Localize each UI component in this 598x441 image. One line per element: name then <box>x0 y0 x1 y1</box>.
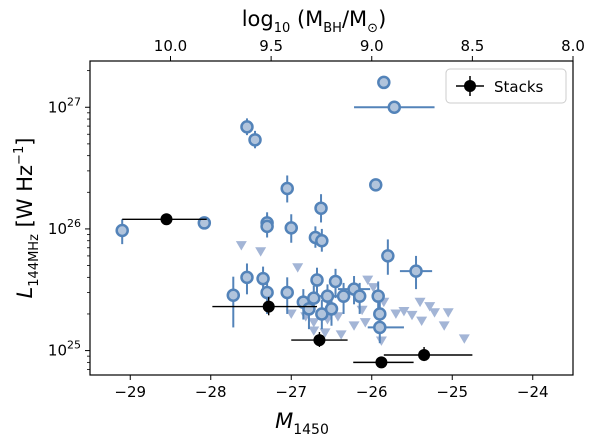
upper-limit-marker <box>332 312 344 322</box>
x-axis-label-sub: 1450 <box>293 422 329 438</box>
x-tick-label: −24 <box>517 383 549 401</box>
detection-marker <box>226 288 241 302</box>
detection-marker <box>302 302 316 316</box>
y-axis-label-main: L <box>13 287 37 299</box>
detection-marker <box>320 289 335 303</box>
upper-limit-marker <box>416 316 428 326</box>
upper-limit-marker <box>359 318 371 328</box>
upper-limit-marker <box>362 275 374 285</box>
upper-limit-marker <box>406 310 418 321</box>
detection-marker <box>310 273 324 287</box>
plot-area <box>115 75 473 369</box>
top-tick-label: 9.0 <box>360 37 384 55</box>
upper-limit-marker <box>308 318 320 328</box>
upper-limit-marker <box>319 328 331 338</box>
top-axis-label-slash: /M <box>342 7 367 31</box>
detection-marker <box>284 221 298 235</box>
detection-marker <box>371 289 385 303</box>
detection-marker <box>280 181 294 196</box>
detection-marker <box>324 302 339 316</box>
x-tick-label: −26 <box>356 383 388 401</box>
detection-marker <box>373 320 387 335</box>
stack-marker <box>418 348 431 361</box>
upper-limit-marker <box>438 321 450 331</box>
stack-marker <box>313 334 326 347</box>
detection-marker <box>336 289 351 303</box>
detection-marker <box>248 133 262 147</box>
upper-limit-marker <box>255 247 267 257</box>
upper-limit-marker <box>285 309 297 319</box>
upper-limit-marker <box>348 321 360 331</box>
x-axis-label-main: M <box>275 409 293 433</box>
top-tick-label: 8.5 <box>460 37 484 55</box>
upper-limit-marker <box>235 241 247 251</box>
detection-marker <box>256 271 270 286</box>
legend-marker <box>464 80 476 92</box>
top-axis-label-log: log <box>242 7 274 31</box>
y-axis-label: L144MHz [W Hz−1] <box>12 138 42 299</box>
top-axis-label-close: ) <box>378 7 386 31</box>
upper-limit-marker <box>375 336 387 346</box>
legend: Stacks <box>445 68 567 104</box>
upper-limit-marker <box>458 334 470 344</box>
detection-marker <box>315 233 329 248</box>
top-axis-label-sun: ⊙ <box>367 21 378 36</box>
plot-frame <box>89 60 574 376</box>
detection-marker <box>387 100 402 115</box>
upper-limit-marker <box>335 330 347 340</box>
detection-marker <box>115 223 129 238</box>
stack-marker <box>375 356 388 369</box>
top-axis-label: log10 (MBH/M⊙) <box>242 7 387 36</box>
upper-limit-marker <box>356 305 368 316</box>
detection-marker <box>377 75 391 90</box>
detection-marker <box>197 216 212 230</box>
x-tick-label: −25 <box>436 383 468 401</box>
detection-marker <box>260 219 274 234</box>
upper-limit-marker <box>398 306 410 317</box>
y-tick-label: 1026 <box>48 217 81 238</box>
y-tick-label: 1027 <box>48 95 81 116</box>
y-axis-label-sub: 144MHz <box>27 234 42 287</box>
detection-marker <box>409 264 423 278</box>
detection-marker <box>352 289 367 303</box>
detection-marker <box>369 178 383 192</box>
x-tick-label: −29 <box>114 383 146 401</box>
x-tick-label: −27 <box>275 383 307 401</box>
top-tick-label: 8.0 <box>561 37 585 55</box>
top-tick-label: 9.5 <box>259 37 283 55</box>
y-tick-label: 1025 <box>48 339 81 360</box>
top-axis-label-log-sub: 10 <box>274 21 291 36</box>
upper-limit-marker <box>424 302 436 312</box>
upper-limit-marker <box>292 263 304 273</box>
stack-marker <box>262 300 275 313</box>
upper-limit-marker <box>429 308 441 318</box>
detection-marker <box>373 307 387 321</box>
upper-limit-marker <box>442 308 454 318</box>
upper-limit-marker <box>390 309 402 319</box>
y-axis-label-units: [W Hz <box>13 165 37 234</box>
y-axis-label-close: ] <box>13 138 37 146</box>
detection-marker <box>260 285 274 300</box>
detection-marker <box>280 285 294 300</box>
legend-label: Stacks <box>494 78 544 96</box>
top-axis-label-bh: BH <box>323 21 342 36</box>
y-axis-label-exp: −1 <box>12 146 27 165</box>
detection-marker <box>240 120 254 134</box>
top-tick-label: 10.0 <box>154 37 187 55</box>
upper-limit-marker <box>308 326 320 336</box>
legend-box <box>445 68 567 104</box>
x-tick-label: −28 <box>195 383 227 401</box>
detection-marker <box>240 270 254 285</box>
stack-marker <box>160 213 173 226</box>
detection-marker <box>314 201 328 215</box>
detection-marker <box>381 249 395 263</box>
detection-marker <box>328 274 343 289</box>
top-axis-label-open: (M <box>290 7 323 31</box>
detection-marker <box>307 291 321 305</box>
x-axis-label: M1450 <box>275 409 329 438</box>
upper-limit-marker <box>414 297 426 308</box>
upper-limit-marker <box>367 283 379 293</box>
axes-ticks: −29 −28 −27 −26 −25 −24 10.0 9.5 9.0 8.5 8.0 1025 10… <box>48 37 585 401</box>
